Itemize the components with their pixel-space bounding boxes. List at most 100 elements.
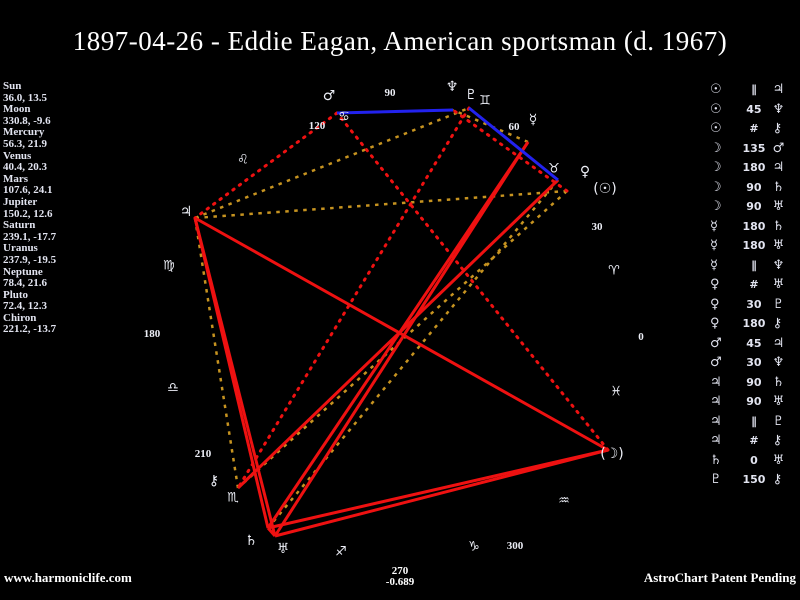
aspect-planet2-glyph: ♆ [772, 355, 785, 371]
aspect-row-3: ☉ # ⚷ [710, 119, 798, 139]
website-watermark: www.harmoniclife.com [4, 570, 132, 585]
planet-coords-moon: 330.8, -9.6 [3, 114, 51, 127]
degree-label-60: 60 [508, 121, 520, 133]
degree-label-0: 0 [638, 331, 644, 343]
page-title: 1897-04-26 - Eddie Eagan, American sport… [72, 26, 728, 56]
planet-name-uranus: Uranus [3, 242, 38, 255]
aspect-row-18: ♃ ∥ ♇ [710, 412, 798, 432]
aspect-planet1-glyph: ♃ [710, 374, 722, 390]
aspect-planet1-glyph: ☉ [710, 82, 722, 98]
harmonic-value: -0.689 [385, 576, 415, 588]
aspect-line-sun-jupiter [194, 189, 568, 220]
aspect-row-5: ☽ 180 ♃ [710, 158, 798, 178]
aspect-row-21: ♇ 150 ⚷ [710, 470, 798, 490]
aspect-planet1-glyph: ♃ [710, 433, 722, 449]
aspect-line-jupiter-chiron [193, 217, 240, 489]
planet-name-sun: Sun [3, 80, 22, 92]
planet-glyph-☽: (☽) [600, 446, 624, 462]
aspect-line-mars-jupiter [193, 111, 339, 220]
aspect-planet2-glyph: ♃ [772, 335, 785, 351]
aspect-relation: ∥ [751, 414, 757, 428]
aspect-planet1-glyph: ♀ [710, 296, 720, 312]
aspect-row-12: ♀ 30 ♇ [710, 295, 798, 315]
planet-coords-mercury: 56.3, 21.9 [3, 137, 47, 150]
degree-label-210: 210 [194, 448, 212, 460]
aspect-planet2-glyph: ♄ [772, 374, 785, 390]
planet-name-saturn: Saturn [3, 219, 36, 232]
aspect-row-16: ♃ 90 ♄ [710, 373, 798, 393]
aspect-relation: 45 [746, 102, 762, 116]
zodiac-sign-glyph-♑: ♑ [468, 539, 480, 555]
aspect-planet2-glyph: ♄ [772, 218, 785, 234]
aspect-planet2-glyph: ⚷ [772, 472, 783, 488]
aspect-line-jupiter-uranus [193, 217, 270, 529]
aspect-planet2-glyph: ♅ [772, 238, 785, 254]
planet-coords-saturn: 239.1, -17.7 [3, 230, 57, 243]
aspect-line-moon-saturn [274, 448, 609, 538]
aspect-planet1-glyph: ☽ [710, 199, 722, 215]
aspect-line-moon-uranus [267, 448, 609, 530]
planet-name-mars: Mars [3, 172, 29, 185]
aspect-row-19: ♃ # ⚷ [710, 431, 798, 451]
aspect-line-moon-mars [335, 111, 610, 452]
aspect-line-saturn-uranus [266, 527, 277, 537]
aspect-planet2-glyph: ♃ [772, 160, 785, 176]
aspect-relation: 90 [746, 375, 762, 389]
chart-footer-values: 270 -0.689 [0, 566, 800, 588]
aspect-planet2-glyph: ♄ [772, 179, 785, 195]
aspect-row-9: ☿ 180 ♅ [710, 236, 798, 256]
aspect-relation: # [749, 434, 759, 448]
planet-coords-mars: 107.6, 24.1 [3, 184, 53, 197]
aspect-line-jupiter-pluto [194, 106, 470, 220]
zodiac-sign-glyph-♌: ♌ [237, 152, 249, 168]
planet-coords-venus: 40.4, 20.3 [3, 161, 47, 174]
degree-270-label: 270 [391, 565, 409, 577]
aspect-planet1-glyph: ☽ [710, 179, 722, 195]
planet-glyph-♅: ♅ [276, 541, 290, 557]
planet-glyph-♂: ♂ [322, 88, 336, 104]
degree-label-180: 180 [143, 328, 161, 340]
planet-glyph-♄: ♄ [244, 533, 258, 549]
aspect-line-sun-neptune [451, 108, 569, 193]
aspect-line-venus-uranus [267, 179, 559, 529]
zodiac-sign-glyph-♈: ♈ [608, 263, 620, 279]
aspect-planet1-glyph: ♀ [710, 316, 720, 332]
planet-glyph-♃: ♃ [179, 204, 193, 220]
planet-glyph-♆: ♆ [445, 79, 459, 95]
planet-name-pluto: Pluto [3, 288, 29, 301]
aspect-list-panel: ☉ ∥ ♃ ☉ 45 ♆ ☉ # ⚷ ☽ 135 ♂ ☽ 180 ♃ ☽ 90 ♄ ☽ 90 ♅ ☿ 180 ♄ ☿ 180 ♅ ☿ ∥… [710, 80, 798, 490]
aspect-planet1-glyph: ☿ [710, 238, 718, 254]
degree-label-120: 120 [308, 120, 326, 132]
aspect-line-mercury-saturn [273, 141, 530, 537]
aspect-planet2-glyph: ♆ [772, 257, 785, 273]
aspect-row-2: ☉ 45 ♆ [710, 100, 798, 120]
aspect-relation: 150 [742, 473, 766, 487]
planet-coords-uranus: 237.9, -19.5 [3, 253, 57, 266]
aspect-planet1-glyph: ♄ [710, 452, 722, 468]
aspect-relation: 90 [746, 395, 762, 409]
aspect-relation: 90 [746, 200, 762, 214]
aspect-relation: 180 [742, 161, 766, 175]
planet-name-neptune: Neptune [3, 265, 43, 278]
planet-positions-panel: Sun 36.0, 13.5 Moon 330.8, -9.6 Mercury 56.3,… [3, 80, 57, 336]
planet-coords-chiron: 221.2, -13.7 [3, 323, 57, 336]
zodiac-sign-glyph-♊: ♊ [479, 93, 491, 109]
aspect-line-venus-chiron [236, 178, 560, 490]
degree-label-300: 300 [506, 540, 524, 552]
aspect-line-venus-pluto [468, 106, 559, 182]
aspect-row-8: ☿ 180 ♄ [710, 217, 798, 237]
planet-name-moon: Moon [3, 103, 31, 116]
aspect-planet2-glyph: ♇ [772, 296, 785, 312]
aspect-planet1-glyph: ♃ [710, 394, 722, 410]
aspect-line-pluto-chiron [236, 106, 471, 490]
patent-watermark: AstroChart Patent Pending [643, 570, 796, 585]
aspect-planet1-glyph: ☽ [710, 140, 722, 156]
aspect-planet1-glyph: ♃ [710, 413, 722, 429]
aspect-relation: # [749, 122, 759, 136]
aspect-row-11: ♀ # ♅ [710, 275, 798, 295]
aspect-planet1-glyph: ☉ [710, 121, 722, 137]
zodiac-sign-glyph-♐: ♐ [335, 544, 347, 560]
zodiac-sign-glyph-♋: ♋ [338, 109, 350, 125]
zodiac-sign-glyph-♒: ♒ [558, 493, 570, 509]
